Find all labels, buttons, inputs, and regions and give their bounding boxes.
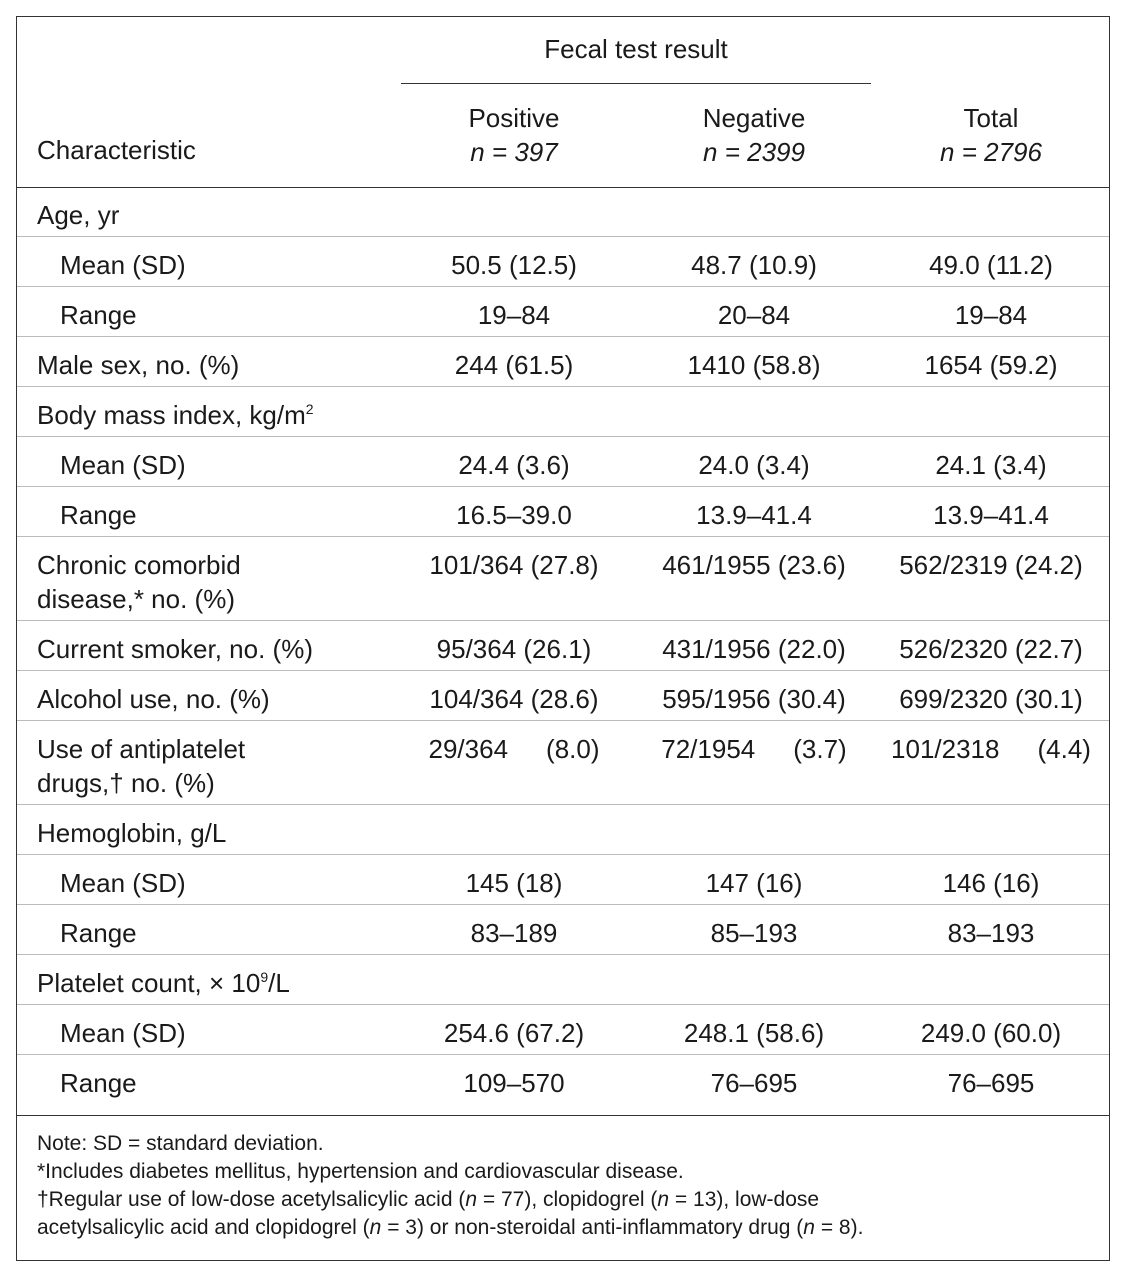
column-n: n = 2796 xyxy=(940,137,1042,167)
row-label: Range xyxy=(60,300,137,330)
table-cell: 16.5–39.0 xyxy=(456,500,572,530)
table-cell: 24.0 (3.4) xyxy=(698,450,810,480)
row-label: Use of antiplatelet drugs,† no. (%) xyxy=(37,734,246,798)
note-line: *Includes diabetes mellitus, hypertensio… xyxy=(37,1160,684,1183)
table-row: Mean (SD) 24.4 (3.6) 24.0 (3.4) 24.1 (3.4) xyxy=(17,437,1109,487)
table-cell: 147 (16) xyxy=(705,868,803,898)
column-header-negative: Negative n = 2399 xyxy=(635,101,873,169)
row-label: Mean (SD) xyxy=(60,450,186,480)
table-row: Platelet count, × 109/L xyxy=(17,955,1109,1005)
row-label: Range xyxy=(60,1068,137,1098)
table-cell: 24.1 (3.4) xyxy=(935,450,1047,480)
note-line: Note: SD = standard deviation. xyxy=(37,1132,324,1155)
table-cell: 526/2320 (22.7) xyxy=(899,634,1083,664)
table-cell: 101/2318 (4.4) xyxy=(891,734,1091,764)
table-cell: 244 (61.5) xyxy=(454,350,574,380)
table-row: Hemoglobin, g/L xyxy=(17,805,1109,855)
table-cell: 104/364 (28.6) xyxy=(429,684,599,714)
table-cell: 13.9–41.4 xyxy=(933,500,1049,530)
table-cell: 109–570 xyxy=(463,1068,565,1098)
table-cell: 24.4 (3.6) xyxy=(458,450,570,480)
table-row: Male sex, no. (%) 244 (61.5) 1410 (58.8) 16… xyxy=(17,337,1109,387)
table-row: Range 109–570 76–695 76–695 xyxy=(17,1055,1109,1105)
table-cell: 95/364 (26.1) xyxy=(436,634,592,664)
table-row: Mean (SD) 145 (18) 147 (16) 146 (16) xyxy=(17,855,1109,905)
group-label: Fecal test result xyxy=(544,34,728,64)
column-label: Positive xyxy=(468,103,560,133)
row-label: Range xyxy=(60,500,137,530)
table-cell: 20–84 xyxy=(717,300,791,330)
row-label: Current smoker, no. (%) xyxy=(37,634,313,664)
table-cell: 431/1956 (22.0) xyxy=(662,634,846,664)
table-cell: 29/364 (8.0) xyxy=(428,734,600,764)
characteristic-header: Characteristic xyxy=(37,135,196,165)
column-label: Total xyxy=(963,103,1019,133)
row-label: Mean (SD) xyxy=(60,1018,186,1048)
table-cell: 1410 (58.8) xyxy=(687,350,821,380)
table-cell: 562/2319 (24.2) xyxy=(899,550,1083,580)
table-cell: 85–193 xyxy=(710,918,798,948)
table-cell: 72/1954 (3.7) xyxy=(661,734,847,764)
table-notes: Note: SD = standard deviation. *Includes… xyxy=(17,1115,1109,1242)
table-row: Range 19–84 20–84 19–84 xyxy=(17,287,1109,337)
table-cell: 1654 (59.2) xyxy=(924,350,1058,380)
column-n: n = 2399 xyxy=(703,137,805,167)
row-label: Mean (SD) xyxy=(60,868,186,898)
table-row: Range 83–189 85–193 83–193 xyxy=(17,905,1109,955)
table-cell: 83–189 xyxy=(470,918,558,948)
table-cell: 461/1955 (23.6) xyxy=(662,550,846,580)
table-body: Age, yr Mean (SD) 50.5 (12.5) 48.7 (10.9) 49… xyxy=(17,187,1109,1105)
table-row: Range 16.5–39.0 13.9–41.4 13.9–41.4 xyxy=(17,487,1109,537)
row-label: Range xyxy=(60,918,137,948)
table-cell: 248.1 (58.6) xyxy=(683,1018,825,1048)
table-cell: 76–695 xyxy=(710,1068,798,1098)
table-cell: 699/2320 (30.1) xyxy=(899,684,1083,714)
column-header-positive: Positive n = 397 xyxy=(401,101,627,169)
table-cell: 50.5 (12.5) xyxy=(451,250,577,280)
column-header-total: Total n = 2796 xyxy=(875,101,1107,169)
table-cell: 49.0 (11.2) xyxy=(929,250,1053,280)
table-cell: 101/364 (27.8) xyxy=(429,550,599,580)
table-row: Mean (SD) 254.6 (67.2) 248.1 (58.6) 249.0 (… xyxy=(17,1005,1109,1055)
row-label: Hemoglobin, g/L xyxy=(37,818,227,848)
row-label: Age, yr xyxy=(37,200,120,230)
row-label: Body mass index, kg/m2 xyxy=(37,400,314,430)
table-header: Fecal test result Positive n = 397 Negat… xyxy=(17,17,1109,188)
group-rule xyxy=(401,83,871,84)
table-row: Chronic comorbid disease,* no. (%) 101/364… xyxy=(17,537,1109,621)
table-cell: 145 (18) xyxy=(465,868,563,898)
table-cell: 48.7 (10.9) xyxy=(691,250,817,280)
table-cell: 249.0 (60.0) xyxy=(920,1018,1062,1048)
row-label: Mean (SD) xyxy=(60,250,186,280)
table-row: Alcohol use, no. (%) 104/364 (28.6) 595/19… xyxy=(17,671,1109,721)
table-row: Body mass index, kg/m2 xyxy=(17,387,1109,437)
table-cell: 83–193 xyxy=(947,918,1035,948)
column-n: n = 397 xyxy=(470,137,558,167)
table-cell: 19–84 xyxy=(477,300,551,330)
table-row: Use of antiplatelet drugs,† no. (%) 29/364… xyxy=(17,721,1109,805)
table-cell: 76–695 xyxy=(947,1068,1035,1098)
row-label: Platelet count, × 109/L xyxy=(37,968,290,998)
table-cell: 13.9–41.4 xyxy=(696,500,812,530)
table-row: Mean (SD) 50.5 (12.5) 48.7 (10.9) 49.0 (11.… xyxy=(17,237,1109,287)
table-cell: 595/1956 (30.4) xyxy=(662,684,846,714)
table-cell: 146 (16) xyxy=(942,868,1040,898)
table-row: Current smoker, no. (%) 95/364 (26.1) 431/… xyxy=(17,621,1109,671)
table-cell: 19–84 xyxy=(954,300,1028,330)
column-label: Negative xyxy=(702,103,806,133)
table-cell: 254.6 (67.2) xyxy=(443,1018,585,1048)
note-line: acetylsalicylic acid and clopidogrel (n … xyxy=(37,1216,864,1239)
table-row: Age, yr xyxy=(17,187,1109,237)
table-frame: Fecal test result Positive n = 397 Negat… xyxy=(16,16,1110,1261)
row-label: Alcohol use, no. (%) xyxy=(37,684,270,714)
note-line: †Regular use of low-dose acetylsalicylic… xyxy=(37,1188,820,1211)
row-label: Male sex, no. (%) xyxy=(37,350,240,380)
row-label: Chronic comorbid disease,* no. (%) xyxy=(37,550,241,614)
